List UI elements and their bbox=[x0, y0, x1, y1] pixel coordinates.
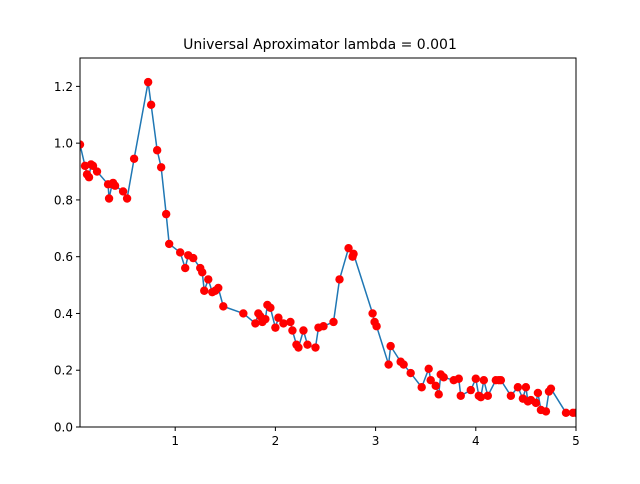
data-point bbox=[219, 302, 228, 311]
y-tick-label: 1.2 bbox=[54, 80, 73, 94]
y-tick-label: 0.4 bbox=[54, 307, 73, 321]
data-point bbox=[143, 77, 153, 87]
data-point bbox=[146, 100, 156, 110]
data-point bbox=[399, 360, 408, 369]
data-point bbox=[294, 343, 303, 352]
series-layer bbox=[80, 77, 576, 418]
data-point bbox=[531, 398, 541, 408]
data-point bbox=[483, 391, 493, 400]
chart-title: Universal Aproximator lambda = 0.001 bbox=[183, 37, 457, 53]
data-point bbox=[479, 375, 489, 385]
data-point bbox=[251, 319, 260, 328]
data-point bbox=[319, 322, 328, 331]
data-point bbox=[239, 309, 248, 318]
data-point bbox=[311, 343, 320, 352]
data-point bbox=[92, 167, 102, 176]
data-point bbox=[424, 364, 433, 374]
data-point bbox=[164, 239, 174, 249]
data-point bbox=[299, 326, 308, 335]
data-point bbox=[386, 341, 395, 351]
data-point bbox=[214, 283, 223, 293]
y-tick-label: 0.2 bbox=[54, 364, 73, 378]
data-point bbox=[329, 317, 338, 327]
data-point bbox=[454, 374, 463, 383]
y-tick-label: 0.6 bbox=[54, 250, 73, 264]
data-point bbox=[261, 314, 270, 324]
data-point bbox=[279, 319, 288, 328]
data-point bbox=[110, 181, 120, 190]
data-point bbox=[466, 385, 475, 395]
x-tick-label: 5 bbox=[572, 434, 580, 448]
data-point bbox=[434, 390, 443, 399]
data-point bbox=[189, 253, 198, 263]
data-point bbox=[533, 388, 543, 398]
data-point bbox=[198, 268, 207, 277]
x-tick-label: 1 bbox=[171, 434, 179, 448]
data-point bbox=[80, 140, 85, 149]
data-point bbox=[344, 243, 353, 253]
data-point bbox=[571, 408, 576, 418]
data-point bbox=[541, 407, 551, 416]
data-point bbox=[417, 383, 426, 392]
data-point bbox=[122, 194, 132, 203]
data-point bbox=[431, 381, 440, 391]
plot-frame bbox=[79, 57, 577, 428]
data-point bbox=[513, 383, 523, 392]
data-point bbox=[84, 173, 94, 182]
y-tick-label: 0.0 bbox=[54, 421, 73, 435]
data-point bbox=[335, 275, 344, 284]
data-point bbox=[118, 187, 128, 196]
data-point bbox=[384, 360, 393, 369]
data-point bbox=[303, 340, 312, 349]
y-tick-label: 0.8 bbox=[54, 193, 73, 207]
y-tick-label: 1.0 bbox=[54, 137, 73, 151]
data-point bbox=[456, 391, 465, 400]
data-point bbox=[521, 383, 531, 392]
data-point bbox=[266, 303, 275, 312]
data-point bbox=[271, 323, 280, 332]
data-point bbox=[406, 368, 415, 378]
data-point bbox=[104, 194, 114, 203]
data-point bbox=[372, 322, 381, 331]
data-point bbox=[156, 163, 166, 172]
axes-layer: 1 2 3 4 5 0.0 0.2 0.4 0.6 0.8 1.0 1.2 bbox=[54, 57, 580, 448]
x-tick-label: 2 bbox=[272, 434, 280, 448]
data-point bbox=[506, 391, 516, 400]
x-tick-label: 4 bbox=[472, 434, 480, 448]
data-point bbox=[200, 286, 209, 295]
data-point bbox=[349, 249, 358, 259]
data-point bbox=[439, 373, 448, 382]
data-point bbox=[176, 248, 185, 257]
data-point bbox=[181, 263, 190, 273]
data-point bbox=[561, 408, 571, 418]
data-point bbox=[476, 393, 486, 402]
data-point bbox=[496, 375, 506, 385]
data-point bbox=[288, 326, 297, 335]
data-point bbox=[152, 146, 162, 155]
x-tick-label: 3 bbox=[372, 434, 380, 448]
data-point bbox=[286, 317, 295, 327]
data-point bbox=[471, 374, 480, 383]
data-point bbox=[426, 375, 435, 385]
data-point bbox=[368, 309, 377, 318]
data-point bbox=[129, 154, 139, 163]
data-point bbox=[161, 209, 171, 219]
data-point bbox=[204, 275, 213, 284]
data-point bbox=[546, 384, 556, 393]
data-point bbox=[274, 313, 283, 322]
